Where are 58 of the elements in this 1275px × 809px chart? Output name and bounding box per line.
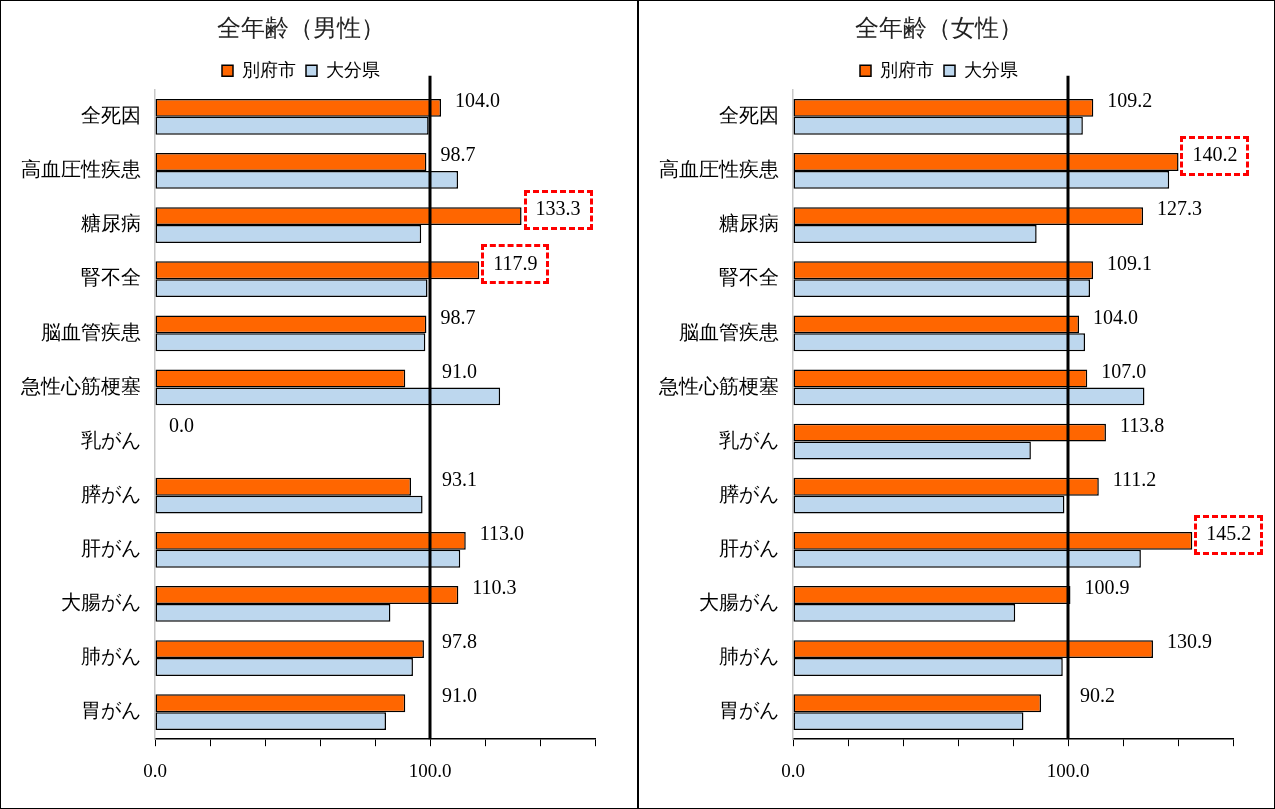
y-tick-label: 急性心筋梗塞	[657, 373, 779, 398]
data-label: 98.7	[440, 143, 476, 166]
legend-label: 別府市	[879, 59, 934, 80]
data-label: 107.0	[1100, 359, 1146, 382]
data-label: 91.0	[442, 684, 477, 707]
y-tick-label: 糖尿病	[718, 211, 779, 236]
data-label: 109.2	[1106, 89, 1152, 112]
legend-label: 大分県	[963, 59, 1018, 80]
y-tick-label: 胃がん	[718, 698, 779, 723]
x-tick-label: 100.0	[1046, 759, 1089, 781]
y-tick-label: 肝がん	[718, 535, 779, 560]
data-label: 113.0	[479, 522, 525, 545]
y-tick-label: 肺がん	[718, 644, 779, 669]
data-label: 97.8	[442, 630, 477, 653]
chart-title: 全年齢（女性）	[854, 13, 1023, 42]
data-label: 127.3	[1156, 197, 1202, 220]
data-label: 133.3	[535, 197, 581, 220]
y-tick-label: 大腸がん	[61, 590, 141, 615]
y-tick-label: 肺がん	[81, 644, 141, 669]
legend-label: 大分県	[326, 59, 380, 80]
y-tick-label: 乳がん	[81, 427, 141, 452]
y-tick-label: 腎不全	[718, 265, 779, 290]
y-tick-label: 大腸がん	[698, 590, 779, 615]
y-tick-label: 高血圧性疾患	[21, 157, 141, 182]
data-label: 140.2	[1192, 143, 1238, 166]
x-tick-label: 100.0	[408, 759, 452, 781]
y-tick-label: 膵がん	[81, 481, 141, 506]
y-tick-label: 全死因	[81, 103, 141, 128]
data-label: 0.0	[169, 413, 194, 436]
x-tick-label: 0.0	[780, 759, 805, 781]
y-tick-label: 肝がん	[81, 535, 141, 560]
y-tick-label: 糖尿病	[81, 211, 141, 236]
data-label: 117.9	[493, 251, 538, 274]
data-label: 104.0	[455, 89, 500, 112]
data-label: 104.0	[1092, 305, 1138, 328]
data-label: 90.2	[1079, 684, 1115, 707]
data-label: 93.1	[442, 468, 477, 490]
legend-label: 別府市	[242, 59, 296, 80]
y-tick-label: 脳血管疾患	[678, 319, 779, 344]
y-tick-label: 全死因	[718, 103, 779, 128]
y-tick-label: 膵がん	[718, 481, 779, 506]
data-label: 110.3	[472, 576, 517, 599]
y-tick-label: 高血圧性疾患	[658, 157, 779, 182]
y-tick-label: 胃がん	[81, 698, 141, 723]
y-tick-label: 腎不全	[81, 265, 141, 290]
data-label: 111.2	[1112, 468, 1156, 490]
data-label: 145.2	[1205, 522, 1251, 545]
data-label: 130.9	[1166, 630, 1212, 653]
y-tick-label: 乳がん	[718, 427, 779, 452]
data-label: 109.1	[1106, 251, 1152, 274]
data-label: 98.7	[440, 305, 476, 328]
chart-title: 全年齢（男性）	[217, 13, 385, 42]
x-tick-label: 0.0	[143, 759, 167, 781]
data-label: 100.9	[1083, 576, 1129, 599]
data-label: 91.0	[442, 359, 477, 382]
y-tick-label: 脳血管疾患	[41, 319, 141, 344]
y-tick-label: 急性心筋梗塞	[20, 373, 141, 398]
data-label: 113.8	[1119, 413, 1164, 436]
